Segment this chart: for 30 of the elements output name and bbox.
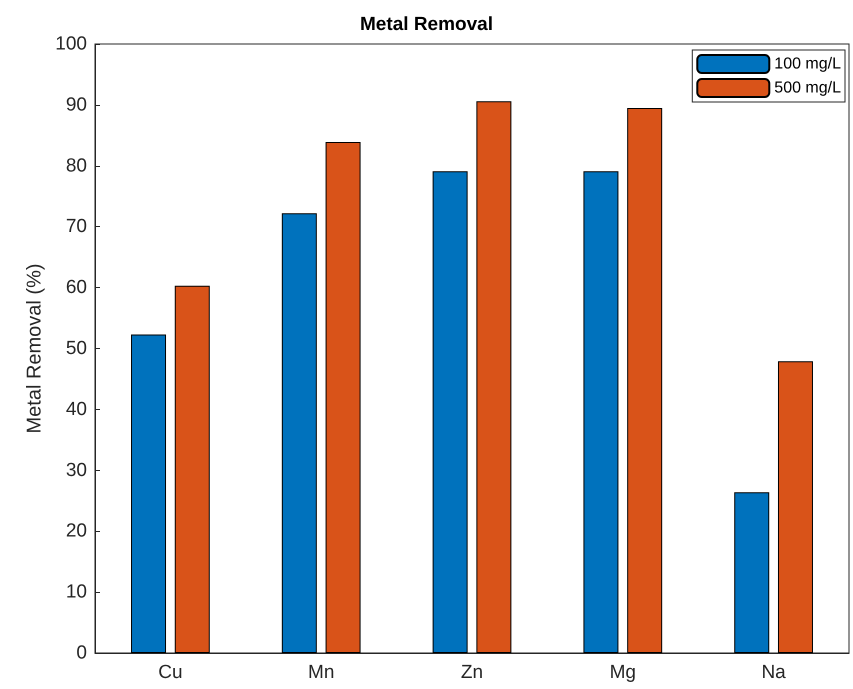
y-tick-label: 50: [66, 338, 87, 359]
x-tick-label: Na: [761, 662, 786, 683]
y-tick-label: 90: [66, 94, 87, 116]
bar: [627, 108, 662, 653]
x-tick-label: Mg: [610, 662, 636, 683]
y-tick-label: 10: [66, 582, 87, 603]
bar: [734, 492, 770, 653]
x-tick-label: Cu: [158, 662, 183, 683]
y-tick-label: 0: [76, 642, 87, 664]
legend-label: 500 mg/L: [774, 80, 842, 96]
x-tick-label: Mn: [308, 662, 334, 683]
bar: [282, 213, 317, 653]
y-tick-label: 100: [55, 34, 87, 54]
bar: [583, 171, 618, 653]
x-tick-label: Zn: [460, 662, 484, 683]
legend-label: 100 mg/L: [774, 56, 842, 72]
bar: [778, 361, 813, 653]
bar: [476, 101, 512, 653]
bar: [174, 286, 210, 653]
bar: [432, 171, 468, 653]
y-tick-label: 40: [66, 398, 87, 420]
y-tick-label: 20: [66, 520, 87, 542]
y-tick-label: 80: [66, 155, 87, 176]
y-tick-label: 30: [66, 460, 87, 481]
bar: [131, 334, 166, 653]
bar: [326, 142, 361, 653]
chart-title: Metal Removal: [360, 14, 494, 35]
y-tick-label: 70: [66, 216, 87, 238]
y-axis-title: Metal Removal (%): [23, 263, 46, 434]
y-tick-label: 60: [66, 277, 87, 298]
